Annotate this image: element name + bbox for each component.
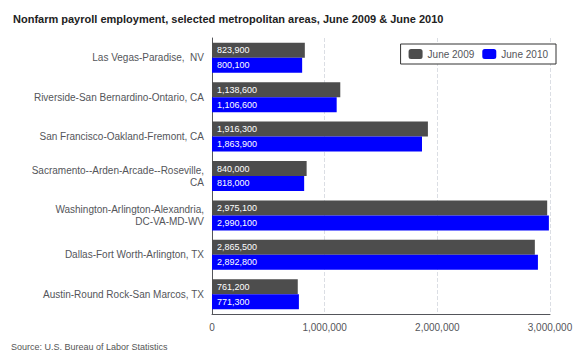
svg-text:840,000: 840,000 <box>217 164 250 174</box>
svg-text:823,900: 823,900 <box>217 45 250 55</box>
svg-text:1,863,900: 1,863,900 <box>217 139 257 149</box>
svg-text:0: 0 <box>209 322 215 333</box>
svg-text:Nonfarm payroll employment, se: Nonfarm payroll employment, selected met… <box>13 13 443 25</box>
svg-text:Sacramento--Arden-Arcade--Rose: Sacramento--Arden-Arcade--Roseville, <box>32 165 204 176</box>
svg-text:DC-VA-MD-WV: DC-VA-MD-WV <box>135 216 204 227</box>
svg-text:2,975,100: 2,975,100 <box>217 203 257 213</box>
svg-text:1,000,000: 1,000,000 <box>302 322 347 333</box>
svg-text:2,000,000: 2,000,000 <box>415 322 460 333</box>
svg-text:771,300: 771,300 <box>217 297 250 307</box>
svg-text:761,200: 761,200 <box>217 282 250 292</box>
svg-text:Riverside-San Bernardino-Ontar: Riverside-San Bernardino-Ontario, CA <box>34 92 204 103</box>
svg-text:Washington-Arlington-Alexandri: Washington-Arlington-Alexandria, <box>55 204 204 215</box>
svg-text:Austin-Round Rock-San Marcos,: Austin-Round Rock-San Marcos, TX <box>43 289 204 300</box>
svg-text:818,000: 818,000 <box>217 178 250 188</box>
svg-text:1,916,300: 1,916,300 <box>217 124 257 134</box>
svg-text:1,138,600: 1,138,600 <box>217 85 257 95</box>
svg-text:San Francisco-Oakland-Fremont,: San Francisco-Oakland-Fremont, CA <box>39 131 204 142</box>
svg-text:CA: CA <box>190 177 204 188</box>
svg-text:2,990,100: 2,990,100 <box>217 218 257 228</box>
svg-text:June 2009: June 2009 <box>428 49 475 60</box>
svg-text:800,100: 800,100 <box>217 60 250 70</box>
svg-text:Dallas-Fort Worth-Arlington, T: Dallas-Fort Worth-Arlington, TX <box>65 249 204 260</box>
svg-text:3,000,000: 3,000,000 <box>528 322 573 333</box>
svg-text:Source: U.S. Bureau of Labor S: Source: U.S. Bureau of Labor Statistics <box>11 342 168 352</box>
svg-text:Las Vegas-Paradise, NV: Las Vegas-Paradise, NV <box>92 52 204 63</box>
svg-text:2,865,500: 2,865,500 <box>217 242 257 252</box>
svg-text:2,892,800: 2,892,800 <box>217 257 257 267</box>
svg-text:June 2010: June 2010 <box>501 49 548 60</box>
svg-text:1,106,600: 1,106,600 <box>217 100 257 110</box>
